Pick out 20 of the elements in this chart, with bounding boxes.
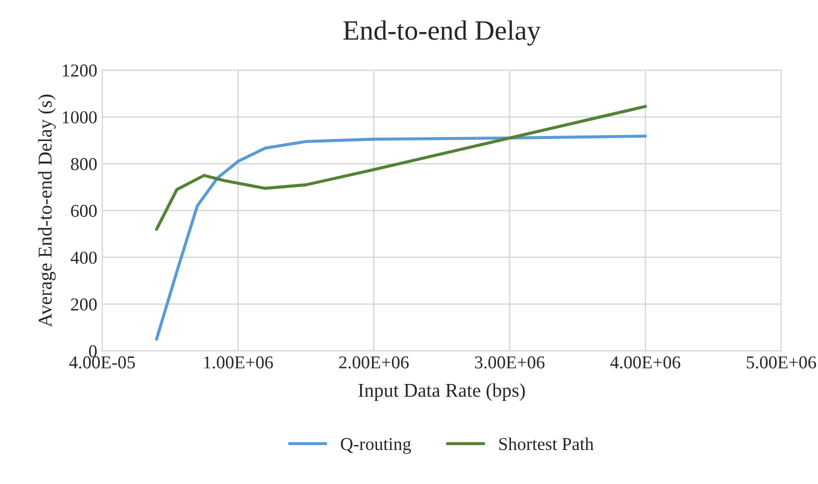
chart-title: End-to-end Delay [343, 20, 541, 46]
line-series [155, 104, 647, 231]
y-tick-label: 800 [70, 158, 97, 170]
y-tick-label: 400 [70, 252, 97, 264]
legend-label: Q-routing [340, 438, 412, 454]
y-tick-label: 0 [89, 345, 97, 358]
legend-label: Shortest Path [499, 437, 594, 450]
x-tick-label: 4.00E+06 [610, 356, 680, 369]
y-tick-label: 600 [71, 204, 97, 217]
y-tick-label: 200 [71, 298, 97, 311]
line-series [155, 134, 647, 341]
y-tick-label: 1200 [62, 64, 97, 77]
x-tick-label: 4.00E-05 [69, 356, 135, 369]
x-tick-label: 2.00E+06 [339, 356, 409, 369]
x-axis-title: Input Data Rate (bps) [358, 383, 525, 401]
x-tick-label: 1.00E+06 [204, 356, 273, 369]
y-tick-label: 1000 [62, 111, 97, 124]
x-tick-label: 5.00E+06 [746, 356, 816, 369]
y-axis-title: Average End-to-end Delay (s) [38, 94, 56, 328]
x-tick-label: 3.00E+06 [475, 356, 545, 369]
